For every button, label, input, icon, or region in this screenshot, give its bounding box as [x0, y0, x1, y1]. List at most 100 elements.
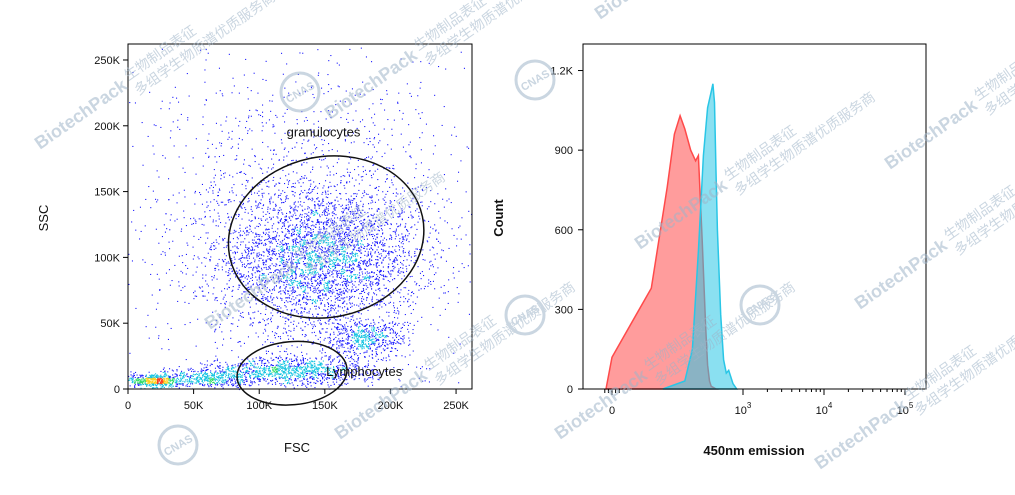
event-dot	[283, 268, 285, 270]
event-dot	[337, 245, 339, 247]
event-dot	[322, 240, 324, 242]
event-dot	[388, 315, 390, 317]
event-dot	[266, 171, 268, 173]
event-dot	[355, 369, 357, 371]
event-dot	[344, 220, 346, 222]
event-dot	[277, 358, 279, 360]
event-dot	[323, 309, 325, 311]
event-dot	[279, 377, 281, 379]
event-dot	[260, 239, 262, 241]
event-dot	[170, 327, 172, 329]
event-dot	[379, 287, 381, 289]
event-dot	[359, 251, 361, 253]
event-dot	[344, 297, 346, 299]
event-dot	[289, 212, 291, 214]
event-dot	[380, 298, 382, 300]
event-dot	[390, 209, 392, 211]
event-dot	[292, 373, 294, 375]
event-dot	[328, 320, 330, 322]
event-dot	[354, 277, 356, 279]
event-dot	[389, 301, 391, 303]
event-dot	[318, 205, 320, 207]
event-dot	[297, 373, 299, 375]
event-dot	[295, 281, 297, 283]
event-dot	[348, 299, 350, 301]
event-dot	[272, 315, 274, 317]
event-dot	[333, 185, 335, 187]
event-dot	[313, 225, 315, 227]
event-dot	[286, 271, 288, 273]
event-dot	[323, 273, 325, 275]
event-dot	[354, 260, 356, 262]
event-dot	[236, 267, 238, 269]
event-dot	[304, 376, 306, 378]
event-dot	[353, 255, 355, 257]
event-dot	[165, 380, 167, 382]
event-dot	[351, 239, 353, 241]
event-dot	[226, 367, 228, 369]
event-dot	[262, 261, 264, 263]
event-dot	[151, 377, 153, 379]
event-dot	[340, 205, 342, 207]
event-dot	[142, 377, 144, 379]
event-dot	[316, 210, 318, 212]
event-dot	[277, 217, 279, 219]
event-dot	[328, 186, 330, 188]
event-dot	[273, 251, 275, 253]
event-dot	[341, 367, 343, 369]
event-dot	[334, 301, 336, 303]
event-dot	[377, 281, 379, 283]
event-dot	[318, 277, 320, 279]
event-dot	[308, 283, 310, 285]
event-dot	[160, 374, 162, 376]
event-dot	[339, 291, 341, 293]
event-dot	[319, 248, 321, 250]
event-dot	[200, 379, 202, 381]
event-dot	[305, 385, 307, 387]
event-dot	[430, 281, 432, 283]
event-dot	[333, 212, 335, 214]
event-dot	[294, 195, 296, 197]
event-dot	[395, 257, 397, 259]
event-dot	[332, 245, 334, 247]
event-dot	[267, 296, 269, 298]
event-dot	[361, 197, 363, 199]
event-dot	[205, 369, 207, 371]
event-dot	[340, 227, 342, 229]
event-dot	[362, 303, 364, 305]
event-dot	[304, 363, 306, 365]
event-dot	[254, 361, 256, 363]
event-dot	[327, 308, 329, 310]
event-dot	[369, 261, 371, 263]
event-dot	[298, 299, 300, 301]
event-dot	[316, 235, 318, 237]
event-dot	[335, 252, 337, 254]
event-dot	[259, 238, 261, 240]
event-dot	[306, 262, 308, 264]
event-dot	[310, 171, 312, 173]
event-dot	[159, 382, 161, 384]
event-dot	[297, 282, 299, 284]
event-dot	[374, 245, 376, 247]
event-dot	[362, 171, 364, 173]
event-dot	[358, 378, 360, 380]
event-dot	[387, 253, 389, 255]
event-dot	[392, 321, 394, 323]
event-dot	[272, 238, 274, 240]
event-dot	[246, 248, 248, 250]
event-dot	[326, 287, 328, 289]
event-dot	[207, 384, 209, 386]
event-dot	[314, 374, 316, 376]
event-dot	[187, 368, 189, 370]
event-dot	[303, 291, 305, 293]
event-dot	[282, 244, 284, 246]
event-dot	[320, 358, 322, 360]
event-dot	[131, 381, 133, 383]
event-dot	[342, 267, 344, 269]
event-dot	[343, 269, 345, 271]
event-dot	[262, 295, 264, 297]
event-dot	[384, 224, 386, 226]
event-dot	[291, 279, 293, 281]
event-dot	[326, 228, 328, 230]
event-dot	[353, 290, 355, 292]
